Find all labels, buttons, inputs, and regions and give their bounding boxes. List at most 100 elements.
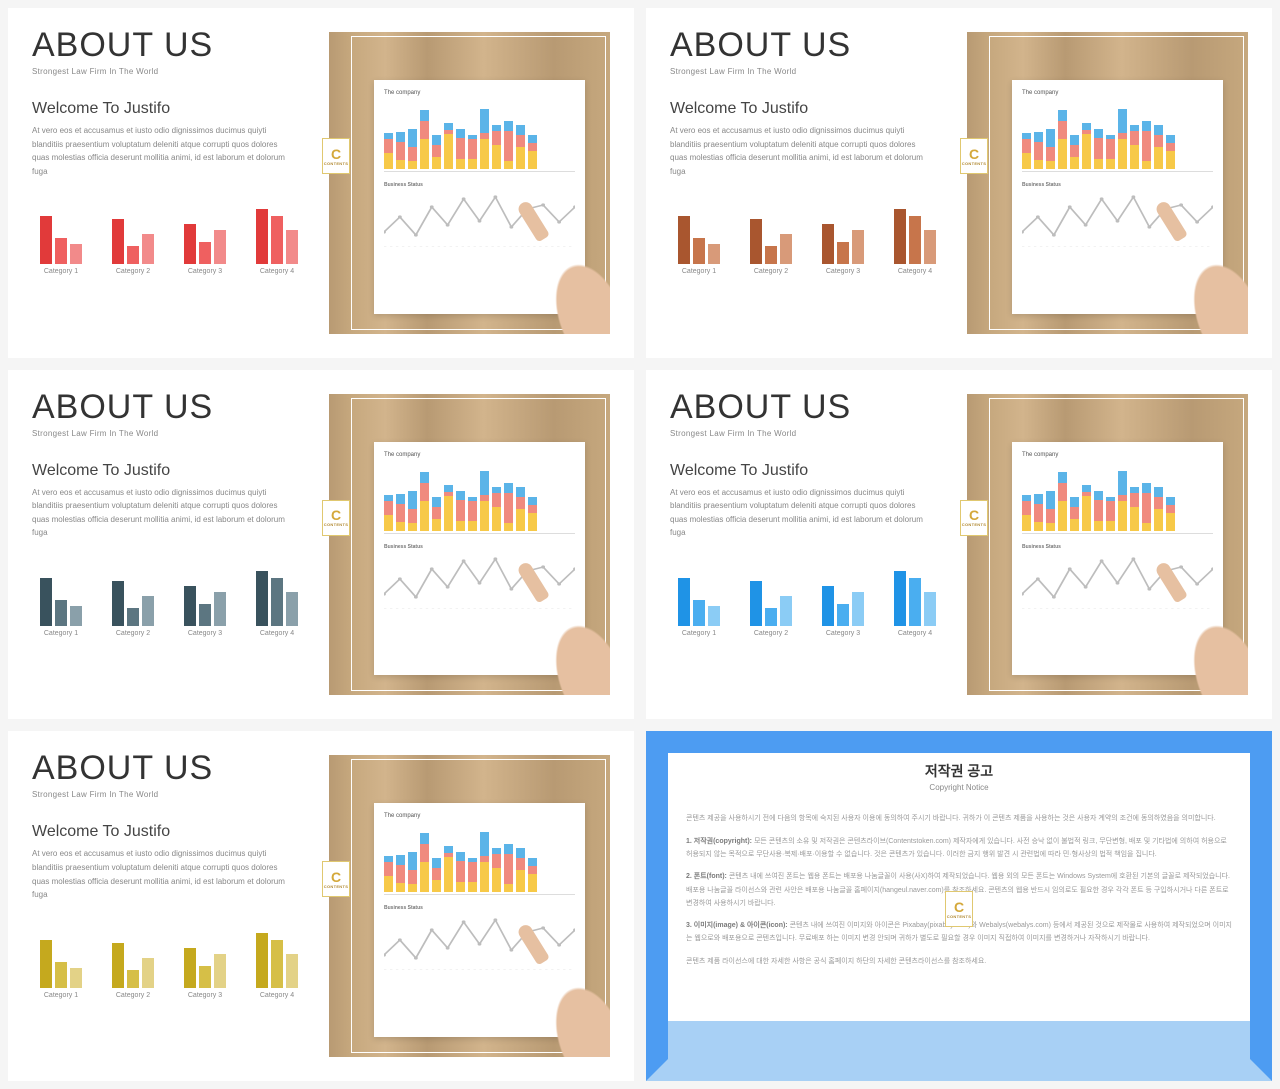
paper-title: The company — [1022, 90, 1213, 96]
chart-bar — [837, 604, 849, 626]
chart-group: Category 1 — [32, 928, 90, 999]
chart-bar — [852, 230, 864, 264]
photo-bar — [1070, 497, 1079, 531]
slide-gold: ABOUT US Strongest Law Firm In The World… — [8, 731, 634, 1081]
chart-bar — [894, 209, 906, 264]
chart-bar — [184, 586, 196, 626]
chart-bar — [924, 230, 936, 264]
photo-bar — [432, 858, 441, 892]
chart-category-label: Category 2 — [754, 268, 788, 275]
slide-slate: ABOUT US Strongest Law Firm In The World… — [8, 370, 634, 720]
chart-bars — [248, 204, 306, 264]
welcome-heading: Welcome To Justifo — [32, 462, 321, 480]
chart-bar — [765, 246, 777, 264]
photo-bar — [1094, 491, 1103, 531]
photo-bar — [1034, 132, 1043, 169]
chart-bar — [286, 954, 298, 988]
chart-bar — [780, 234, 792, 264]
photo-bar — [480, 471, 489, 531]
chart-bar — [286, 592, 298, 626]
chart-bar — [70, 968, 82, 988]
chart-category-label: Category 2 — [116, 268, 150, 275]
slide-subtitle: Strongest Law Firm In The World — [32, 67, 321, 76]
chart-category-label: Category 1 — [44, 992, 78, 999]
photo-mock: The company — [967, 394, 1248, 696]
chart-category-label: Category 3 — [188, 630, 222, 637]
chart-bar — [271, 216, 283, 264]
chart-bars — [814, 204, 872, 264]
slide-left-panel: ABOUT US Strongest Law Firm In The World… — [32, 26, 321, 340]
paper-title: The company — [384, 452, 575, 458]
photo-mock: The company — [329, 394, 610, 696]
body-text: At vero eos et accusamus et iusto odio d… — [32, 847, 292, 901]
chart-group: Category 3 — [176, 566, 234, 637]
photo-bar — [1154, 487, 1163, 531]
chart-group: Category 3 — [176, 204, 234, 275]
chart-category-label: Category 1 — [44, 630, 78, 637]
chart-bar — [271, 940, 283, 988]
photo-mock: The company — [329, 755, 610, 1057]
photo-bar — [420, 833, 429, 892]
slide-red: ABOUT US Strongest Law Firm In The World… — [8, 8, 634, 358]
chart-bar — [142, 596, 154, 626]
chart-category-label: Category 3 — [826, 630, 860, 637]
chart-bar — [693, 238, 705, 264]
chart-bar — [750, 581, 762, 626]
charts-row: Category 1 Category 2 Category 3 Categor… — [32, 928, 321, 999]
photo-bar — [384, 133, 393, 169]
chart-group: Category 1 — [32, 566, 90, 637]
paper-subtitle: Business Status — [1022, 182, 1213, 188]
chart-bars — [176, 928, 234, 988]
welcome-heading: Welcome To Justifo — [32, 100, 321, 118]
chart-group: Category 4 — [248, 928, 306, 999]
copyright-content: 저작권 공고 Copyright Notice 콘텐츠 제공을 사용하시기 전에… — [686, 761, 1232, 977]
welcome-heading: Welcome To Justifo — [670, 100, 959, 118]
chart-bar — [837, 242, 849, 264]
brand-badge: CCONTENTS — [945, 891, 973, 927]
photo-mock: The company — [967, 32, 1248, 334]
slide-title: ABOUT US — [32, 749, 321, 788]
brand-badge: CCONTENTS — [322, 861, 350, 897]
slide-right-panel: The company — [959, 388, 1248, 702]
chart-category-label: Category 3 — [188, 992, 222, 999]
slide-left-panel: ABOUT US Strongest Law Firm In The World… — [670, 388, 959, 702]
photo-bar — [396, 855, 405, 892]
chart-category-label: Category 4 — [260, 992, 294, 999]
chart-bars — [32, 204, 90, 264]
chart-group: Category 2 — [104, 204, 162, 275]
photo-bar — [444, 123, 453, 169]
chart-bar — [852, 592, 864, 626]
paper-subtitle: Business Status — [384, 182, 575, 188]
photo-bar — [528, 135, 537, 169]
chart-bar — [142, 958, 154, 988]
chart-group: Category 3 — [814, 566, 872, 637]
chart-bar — [924, 592, 936, 626]
photo-mock: The company — [329, 32, 610, 334]
slide-subtitle: Strongest Law Firm In The World — [32, 429, 321, 438]
chart-bars — [886, 204, 944, 264]
photo-bar — [408, 852, 417, 892]
copyright-paragraph: 콘텐츠 제품 라이선스에 대한 자세한 사항은 공식 홈페이지 하단의 자세한 … — [686, 955, 1232, 968]
slide-left-panel: ABOUT US Strongest Law Firm In The World… — [670, 26, 959, 340]
chart-bar — [286, 230, 298, 264]
paper-bar-chart — [384, 102, 575, 172]
chart-group: Category 1 — [670, 566, 728, 637]
copyright-title: 저작권 공고 — [686, 761, 1232, 781]
paper-title: The company — [1022, 452, 1213, 458]
chart-bars — [104, 566, 162, 626]
chart-category-label: Category 3 — [826, 268, 860, 275]
copyright-paragraph: 콘텐츠 제공을 사용하시기 전에 다음의 항목에 숙지된 사용자 이용에 동의하… — [686, 812, 1232, 825]
chart-group: Category 4 — [248, 566, 306, 637]
body-text: At vero eos et accusamus et iusto odio d… — [670, 124, 930, 178]
photo-bar — [396, 132, 405, 169]
chart-bar — [214, 592, 226, 626]
chart-bar — [40, 940, 52, 988]
chart-bar — [70, 606, 82, 626]
chart-category-label: Category 4 — [898, 268, 932, 275]
photo-bar — [1142, 121, 1151, 169]
photo-bar — [1034, 494, 1043, 531]
paper-subtitle: Business Status — [1022, 544, 1213, 550]
chart-group: Category 2 — [104, 566, 162, 637]
chart-category-label: Category 4 — [898, 630, 932, 637]
slide-title: ABOUT US — [32, 26, 321, 65]
